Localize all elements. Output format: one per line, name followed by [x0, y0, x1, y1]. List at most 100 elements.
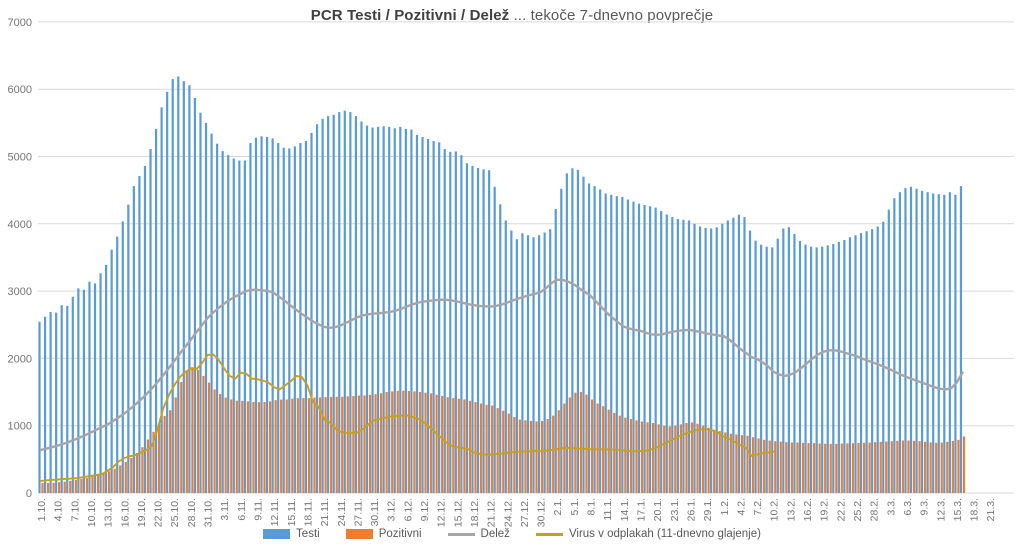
bar — [743, 217, 746, 493]
bar — [371, 127, 374, 493]
x-tick-label: 16.10. — [119, 498, 131, 527]
bar — [829, 443, 832, 493]
bar — [365, 125, 369, 493]
bar — [476, 167, 480, 493]
x-tick-label: 13.10. — [103, 498, 115, 527]
x-tick-label: 1.10. — [36, 498, 48, 521]
bar — [782, 228, 785, 493]
bar — [502, 410, 505, 493]
x-tick-label: 3.3. — [885, 498, 897, 516]
x-tick-label: 6.3. — [902, 498, 914, 516]
bar — [851, 443, 855, 493]
bar — [391, 391, 394, 493]
bar — [471, 165, 474, 494]
x-tick-label: 4.2. — [735, 498, 747, 516]
x-tick-label: 25.10. — [169, 498, 181, 527]
bar — [429, 393, 433, 493]
bar — [474, 402, 477, 493]
bar — [876, 226, 879, 494]
bar — [249, 143, 252, 494]
legend-label-pozitivni: Pozitivni — [378, 528, 422, 540]
bar — [635, 420, 638, 493]
bar — [485, 404, 488, 493]
bar — [543, 232, 546, 494]
bar — [824, 443, 827, 493]
bar — [776, 238, 779, 493]
bar — [726, 220, 729, 493]
bar — [119, 465, 122, 493]
chart-title-bold: PCR Testi / Pozitivni / Delež — [310, 7, 510, 24]
bar — [116, 236, 119, 493]
bar — [882, 221, 885, 493]
bar — [224, 397, 227, 493]
x-tick-label: 26.1. — [685, 498, 697, 521]
bar — [571, 168, 574, 493]
chart-title-regular: ... tekoče 7-dnevno povprečje — [509, 7, 714, 24]
bar — [535, 421, 538, 493]
y-axis-labels: 0 1000 2000 3000 4000 5000 6000 7000 — [8, 17, 32, 500]
bar — [948, 192, 951, 494]
bar — [632, 201, 635, 493]
bar — [330, 396, 333, 493]
bar — [257, 402, 261, 493]
x-tick-label: 18.12. — [469, 498, 481, 527]
bar — [721, 223, 724, 494]
bar — [243, 160, 246, 494]
x-tick-label: 6.11. — [236, 498, 248, 521]
x-tick-label: 28.10. — [186, 498, 198, 527]
legend-item-delez: Delež — [447, 528, 510, 540]
bar — [737, 214, 741, 493]
bar — [413, 391, 416, 493]
bar — [862, 442, 866, 493]
bar — [402, 390, 405, 493]
bar — [665, 214, 668, 493]
bar — [132, 186, 135, 494]
bar — [185, 370, 188, 493]
bar — [915, 188, 918, 494]
bar — [327, 116, 330, 494]
bar — [874, 442, 877, 493]
bar — [740, 435, 744, 493]
bar — [415, 134, 419, 493]
bar — [898, 192, 901, 494]
bar — [66, 305, 69, 493]
bar — [363, 395, 366, 493]
bar — [585, 394, 588, 493]
bar — [790, 442, 793, 493]
bar — [346, 396, 349, 493]
bar — [338, 112, 341, 493]
y-tick-label: 0 — [26, 488, 32, 500]
bar — [565, 173, 568, 493]
x-tick-label: 22.10. — [153, 498, 165, 527]
x-tick-label: 19.10. — [136, 498, 148, 527]
x-tick-label: 11.1. — [602, 498, 614, 521]
bar — [654, 207, 657, 493]
bar — [460, 155, 463, 493]
bar — [238, 160, 241, 494]
bar — [568, 397, 571, 493]
bar — [707, 427, 710, 493]
x-tick-label: 20.1. — [652, 498, 664, 521]
x-tick-label: 9.11. — [252, 498, 264, 521]
x-axis-labels: 1.10. 4.10. 7.10. 10.10. 13.10. 16.10. 19.10. 2… — [36, 498, 997, 527]
bar — [157, 423, 161, 493]
bar — [840, 443, 843, 493]
y-tick-label: 5000 — [8, 152, 32, 164]
bar — [537, 235, 541, 494]
bar — [510, 230, 513, 493]
bar — [182, 81, 185, 494]
bar — [343, 110, 346, 494]
bar — [407, 391, 410, 493]
bar — [652, 423, 655, 493]
bar — [482, 169, 485, 494]
bar — [859, 233, 863, 493]
bar — [607, 409, 610, 493]
legend-swatch-pozitivni-icon — [345, 529, 373, 539]
x-tick-label: 12.11. — [269, 498, 281, 526]
bar — [909, 186, 913, 494]
bar — [146, 439, 150, 493]
chart-title: PCR Testi / Pozitivni / Delež ... tekoče… — [0, 7, 1024, 24]
bar — [80, 478, 83, 493]
bar — [826, 245, 829, 493]
bar — [613, 412, 616, 493]
